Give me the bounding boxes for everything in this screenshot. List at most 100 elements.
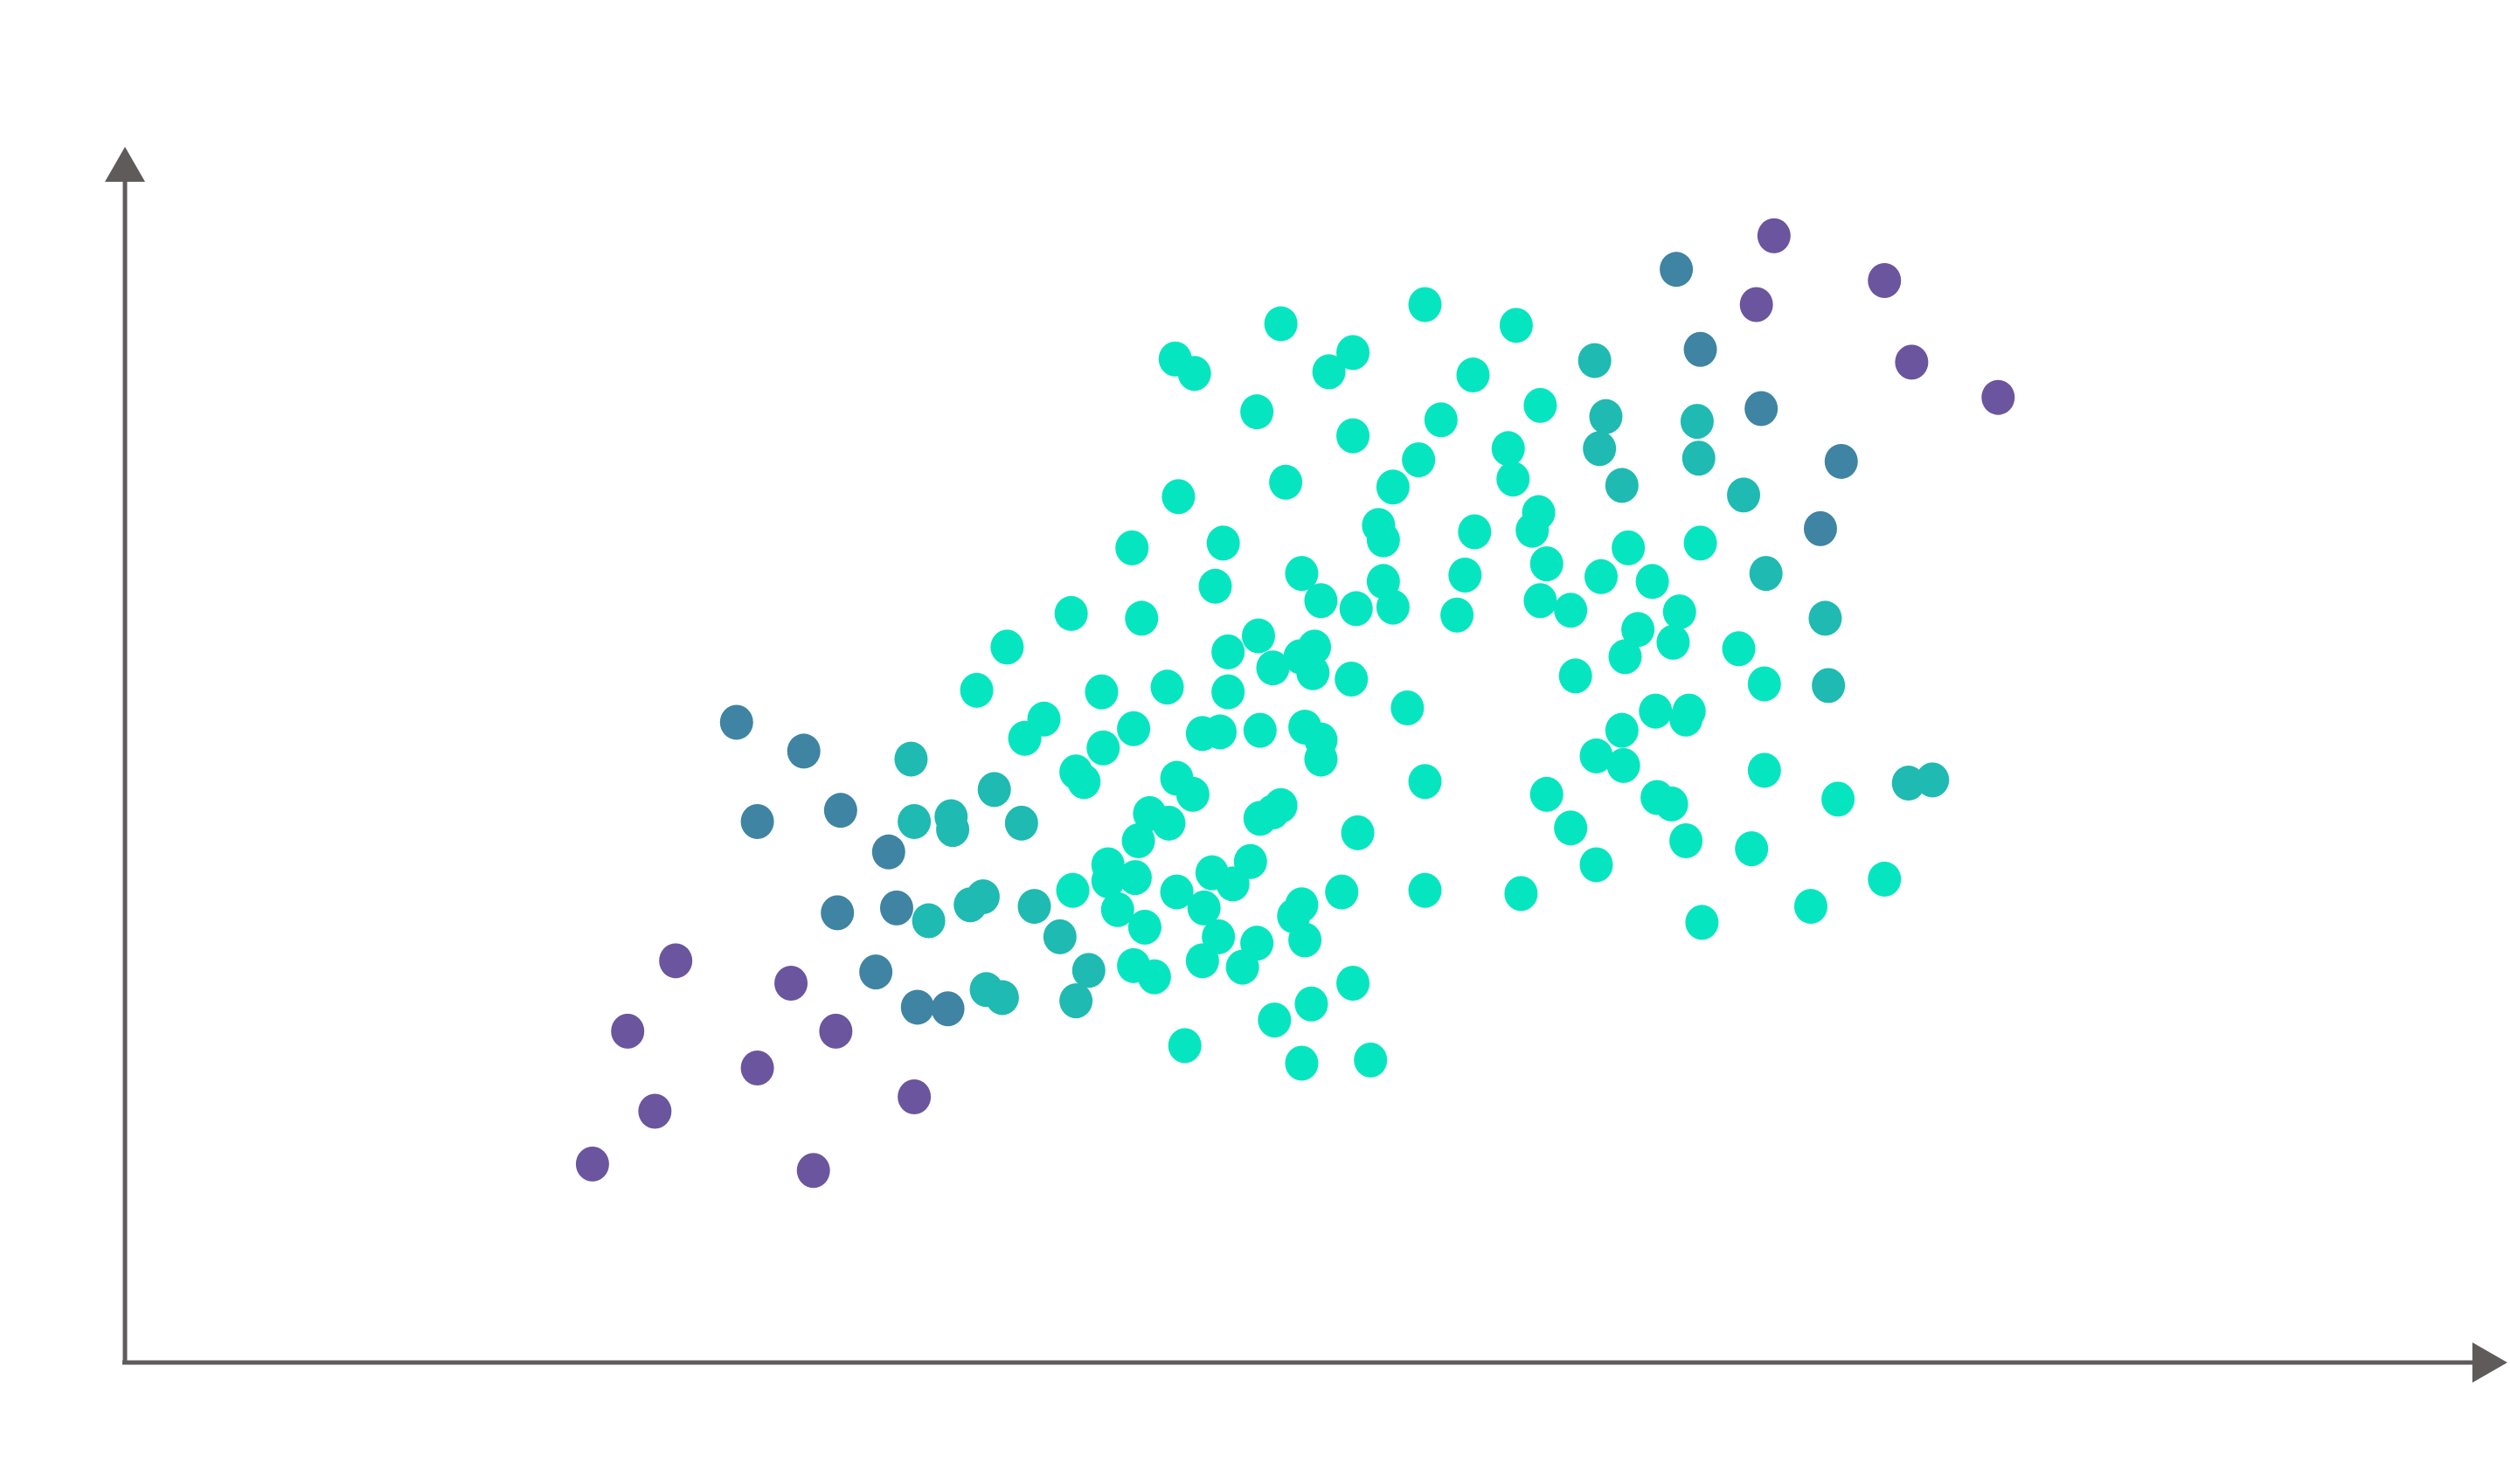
scatter-point xyxy=(1612,530,1646,565)
scatter-point xyxy=(1017,889,1051,925)
scatter-point xyxy=(1312,354,1346,390)
scatter-point xyxy=(1685,905,1719,940)
scatter-point xyxy=(575,1146,609,1182)
scatter-point xyxy=(1304,741,1338,777)
axes xyxy=(105,147,2507,1383)
scatter-point xyxy=(1336,965,1370,1001)
scatter-point xyxy=(1127,909,1161,945)
scatter-point xyxy=(1354,1042,1388,1078)
scatter-point xyxy=(1916,762,1950,798)
scatter-point xyxy=(1211,674,1245,710)
scatter-point xyxy=(1577,343,1612,378)
scatter-point xyxy=(1100,891,1134,927)
scatter-point xyxy=(1523,583,1557,619)
scatter-point xyxy=(1027,701,1061,737)
scatter-point xyxy=(1335,662,1369,697)
scatter-point xyxy=(1803,510,1837,546)
scatter-point xyxy=(1059,983,1093,1019)
scatter-point xyxy=(796,1153,830,1189)
scatter-point xyxy=(1669,822,1703,858)
scatter-point xyxy=(1206,525,1240,561)
scatter-point xyxy=(1424,402,1458,438)
scatter-point xyxy=(819,1013,853,1049)
scatter-point xyxy=(1621,612,1655,648)
scatter-point xyxy=(774,965,808,1001)
scatter-point xyxy=(1504,876,1538,912)
scatter-point xyxy=(1635,564,1669,600)
scatter-point xyxy=(1256,650,1290,686)
scatter-point xyxy=(1605,468,1639,503)
scatter-point xyxy=(1821,781,1855,817)
scatter-point xyxy=(1491,431,1525,467)
scatter-point xyxy=(1739,287,1773,322)
scatter-point xyxy=(1054,595,1088,631)
scatter-point xyxy=(1150,669,1184,705)
scatter-point xyxy=(1669,701,1703,737)
scatter-point xyxy=(1336,335,1370,371)
scatter-point xyxy=(1187,890,1221,926)
scatter-point xyxy=(740,1051,774,1086)
scatter-point xyxy=(1747,752,1781,788)
scatter-point xyxy=(936,812,970,848)
scatter-point xyxy=(1339,591,1373,627)
scatter-point xyxy=(1558,658,1592,694)
scatter-point xyxy=(1175,776,1210,812)
scatter-point xyxy=(1366,564,1400,600)
scatter-point xyxy=(1325,874,1359,910)
scatter-point xyxy=(1605,712,1639,748)
scatter-point xyxy=(1067,764,1101,800)
scatter-point xyxy=(1499,308,1533,343)
scatter-point xyxy=(1240,394,1274,430)
scatter-point xyxy=(1757,218,1791,253)
scatter-point xyxy=(1554,593,1588,628)
scatter-point xyxy=(740,804,774,840)
x-axis-arrow xyxy=(2472,1342,2507,1383)
scatter-point xyxy=(1056,872,1090,908)
scatter-point xyxy=(990,629,1024,665)
scatter-point xyxy=(719,704,753,740)
scatter-point xyxy=(894,741,928,777)
scatter-point xyxy=(1523,387,1557,423)
scatter-point xyxy=(1408,764,1442,800)
scatter-point xyxy=(1071,953,1106,988)
scatter-point xyxy=(1294,986,1328,1022)
scatter-point xyxy=(1448,557,1482,593)
scatter-point xyxy=(1683,525,1717,561)
scatter-point xyxy=(1458,514,1492,550)
scatter-point xyxy=(1004,805,1038,841)
y-axis-arrow xyxy=(105,147,145,182)
scatter-point xyxy=(1336,418,1370,454)
scatter-point xyxy=(1440,597,1474,633)
scatter-point xyxy=(1824,443,1858,479)
scatter-point xyxy=(1981,379,2015,415)
scatter-point xyxy=(1241,618,1275,654)
scatter-point xyxy=(821,895,855,931)
scatter-point xyxy=(1727,477,1761,513)
scatter-point xyxy=(1579,847,1613,883)
scatter-point xyxy=(1749,556,1783,592)
scatter-point xyxy=(1584,558,1618,594)
scatter-point xyxy=(1225,949,1259,985)
scatter-point xyxy=(1043,919,1077,954)
scatter-point xyxy=(1683,331,1717,367)
scatter-point xyxy=(1376,469,1410,505)
scatter-point xyxy=(1639,693,1673,729)
scatter-point xyxy=(1177,356,1211,392)
scatter-point xyxy=(1118,860,1152,896)
scatter-point xyxy=(1233,843,1267,879)
scatter-point xyxy=(1304,583,1338,619)
scatter-point xyxy=(1579,738,1613,773)
scatter-point xyxy=(1812,668,1846,704)
scatter-point xyxy=(871,834,905,870)
scatter-point xyxy=(1117,947,1151,983)
scatter-point xyxy=(1868,263,1902,299)
scatter-point xyxy=(1390,690,1425,725)
scatter-point xyxy=(1298,629,1332,665)
scatter-point xyxy=(1285,1045,1319,1081)
scatter-point xyxy=(1243,712,1277,748)
scatter-point xyxy=(1554,810,1588,846)
scatter-point xyxy=(1456,357,1490,393)
scatter-point xyxy=(977,772,1011,808)
